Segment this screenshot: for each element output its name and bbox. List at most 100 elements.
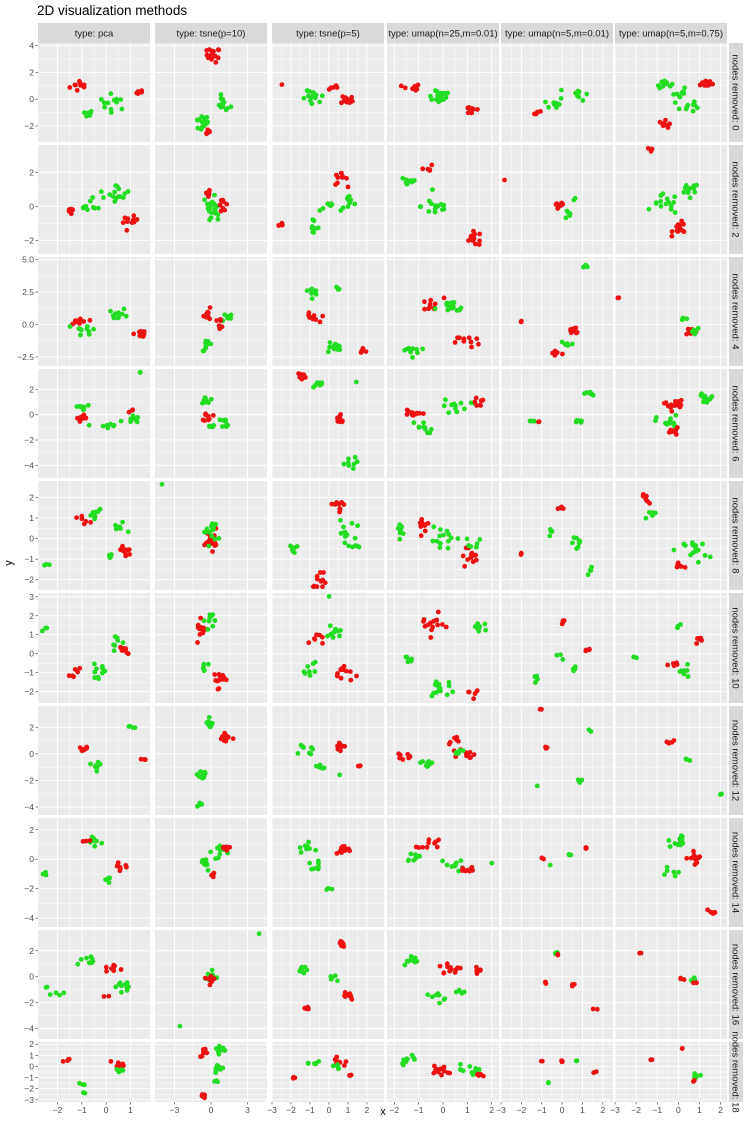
point-red: [641, 493, 647, 499]
point-green: [333, 342, 339, 348]
point-red: [222, 207, 228, 213]
point-green: [216, 1043, 222, 1049]
point-green: [671, 547, 677, 553]
column-strip-5: type: umap(n=5,m=0.75): [615, 23, 727, 43]
point-green: [212, 536, 218, 542]
point-red: [66, 208, 72, 214]
point-red: [77, 419, 83, 424]
point-green: [53, 990, 59, 996]
point-green: [299, 964, 305, 970]
point-green: [317, 764, 323, 770]
point-red: [539, 1058, 545, 1064]
point-red: [460, 553, 466, 559]
point-red: [305, 1004, 311, 1010]
point-green: [206, 715, 212, 720]
point-green: [564, 208, 570, 214]
point-green: [664, 196, 670, 202]
point-green: [556, 101, 562, 107]
point-green: [458, 1061, 463, 1067]
panel-background: [615, 257, 727, 366]
point-red: [573, 330, 579, 336]
point-red: [200, 630, 206, 636]
point-red: [688, 855, 694, 861]
x-axis-col-2: −3 −2 −1 0 1 2: [267, 1102, 370, 1115]
y-tick-label: 5.0: [22, 255, 34, 265]
point-red: [558, 505, 564, 511]
point-green: [223, 107, 229, 113]
row-strip-0: nodes removed: 0: [729, 43, 743, 142]
point-green: [554, 652, 560, 658]
point-green: [446, 532, 452, 537]
point-green: [681, 189, 687, 195]
point-green: [431, 524, 437, 530]
point-red: [320, 577, 326, 583]
point-red: [428, 635, 434, 640]
point-green: [404, 958, 410, 964]
point-green: [433, 97, 439, 102]
y-axis-row-8: −4 −2 0 2: [24, 946, 38, 1034]
point-red: [412, 83, 418, 89]
points: [631, 622, 704, 679]
panel-r0-c4: [500, 43, 613, 142]
point-green: [217, 417, 223, 423]
point-green: [577, 538, 582, 544]
point-red: [81, 521, 87, 527]
point-green: [200, 400, 205, 406]
point-red: [568, 330, 574, 336]
point-green: [475, 621, 481, 627]
point-red: [312, 636, 317, 641]
point-green: [305, 844, 310, 849]
point-red: [347, 669, 353, 674]
point-red: [205, 191, 210, 197]
points: [532, 87, 590, 117]
points: [200, 305, 234, 354]
points: [655, 78, 716, 131]
point-green: [120, 640, 126, 646]
points: [195, 612, 229, 692]
point-green: [338, 628, 343, 633]
point-green: [441, 206, 447, 212]
row-strip-bg: [729, 930, 743, 1039]
point-green: [698, 1072, 703, 1078]
point-green: [209, 967, 215, 973]
point-green: [207, 217, 213, 223]
point-red: [413, 411, 419, 417]
point-red: [131, 331, 137, 337]
point-red: [340, 174, 345, 179]
point-red: [587, 646, 592, 652]
point-green: [99, 670, 105, 676]
point-red: [106, 993, 112, 999]
point-green: [309, 745, 314, 750]
panel-r3-c4: [500, 369, 613, 478]
point-red: [77, 665, 83, 671]
point-green: [298, 742, 304, 748]
point-green: [201, 348, 207, 354]
point-green: [695, 559, 701, 565]
x-tick-label: −3: [267, 1105, 277, 1115]
point-green: [119, 311, 125, 317]
point-green: [695, 105, 700, 111]
point-green: [125, 529, 131, 535]
point-red: [418, 524, 424, 529]
point-red: [432, 301, 438, 307]
panel-background: [501, 145, 613, 254]
point-red: [711, 910, 717, 915]
panel-r1-c4: [500, 145, 613, 254]
point-red: [446, 741, 452, 747]
point-red: [320, 634, 325, 640]
point-green: [657, 85, 663, 91]
point-green: [671, 200, 676, 205]
point-green: [319, 93, 325, 99]
panel-background: [501, 593, 613, 703]
point-green: [693, 547, 699, 553]
point-red: [426, 306, 431, 312]
point-green: [328, 203, 333, 209]
point-green: [400, 175, 406, 181]
point-green: [662, 872, 667, 877]
point-red: [126, 409, 132, 415]
point-green: [301, 95, 307, 101]
point-green: [116, 314, 121, 320]
point-green: [94, 764, 100, 770]
point-green: [212, 1079, 217, 1084]
row-strip-label: nodes removed: 2: [730, 161, 741, 237]
